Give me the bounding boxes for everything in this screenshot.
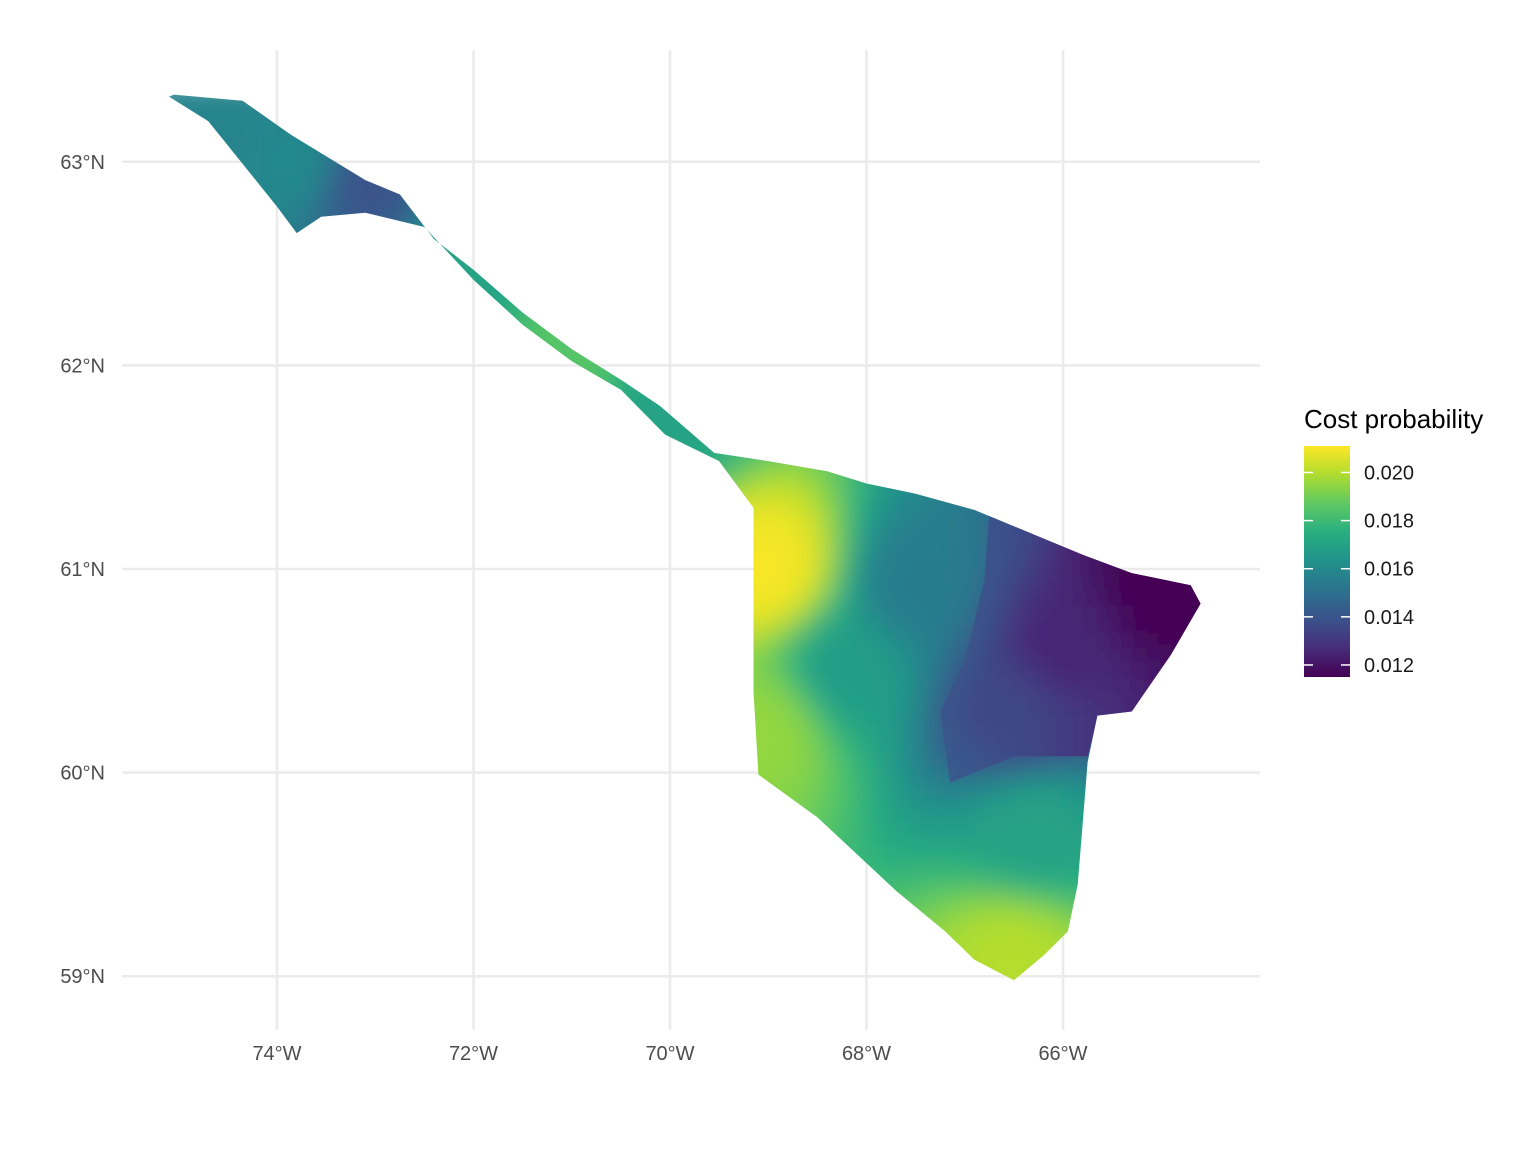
legend-title: Cost probability (1304, 404, 1483, 434)
legend-ticks: 0.012 0.014 0.016 0.018 0.020 (1304, 462, 1414, 677)
legend-colorbar (1304, 446, 1350, 677)
legend-tick-label: 0.018 (1364, 511, 1414, 533)
x-tick-label: 68°W (842, 1043, 891, 1065)
x-tick-label: 70°W (645, 1043, 694, 1065)
y-tick-label: 62°N (60, 355, 105, 377)
longitude-axis: 74°W 72°W 70°W 68°W 66°W (252, 1043, 1087, 1065)
y-tick-label: 60°N (60, 763, 105, 785)
legend-tick-label: 0.014 (1364, 607, 1414, 629)
y-tick-label: 59°N (60, 966, 105, 988)
latitude-axis: 59°N 60°N 61°N 62°N 63°N (60, 152, 105, 988)
y-tick-label: 63°N (60, 152, 105, 174)
legend-tick-label: 0.016 (1364, 559, 1414, 581)
y-tick-label: 61°N (60, 559, 105, 581)
legend-tick-label: 0.020 (1364, 462, 1414, 484)
x-tick-label: 66°W (1038, 1043, 1087, 1065)
legend-tick-label: 0.012 (1364, 655, 1414, 677)
x-tick-label: 74°W (252, 1043, 301, 1065)
legend: Cost probability 0.0120.0140.0160.0180.0… (1304, 404, 1483, 677)
x-tick-label: 72°W (449, 1043, 498, 1065)
